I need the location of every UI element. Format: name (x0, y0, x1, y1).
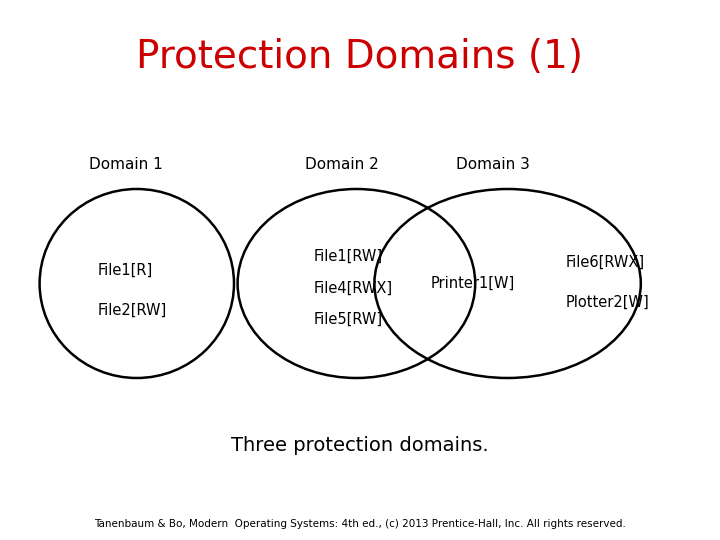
Text: Printer1[W]: Printer1[W] (431, 276, 515, 291)
Text: Three protection domains.: Three protection domains. (231, 436, 489, 455)
Text: File5[RW]: File5[RW] (313, 312, 382, 327)
Text: Domain 1: Domain 1 (89, 157, 163, 172)
Text: File2[RW]: File2[RW] (97, 303, 166, 318)
Text: File6[RWX]: File6[RWX] (565, 254, 644, 269)
Text: Plotter2[W]: Plotter2[W] (565, 295, 649, 310)
Text: Domain 2: Domain 2 (305, 157, 379, 172)
Text: File1[R]: File1[R] (97, 262, 153, 278)
Text: File4[RWX]: File4[RWX] (313, 280, 392, 295)
Text: Tanenbaum & Bo, Modern  Operating Systems: 4th ed., (c) 2013 Prentice-Hall, Inc.: Tanenbaum & Bo, Modern Operating Systems… (94, 519, 626, 529)
Text: Protection Domains (1): Protection Domains (1) (137, 38, 583, 76)
Text: Domain 3: Domain 3 (456, 157, 530, 172)
Text: File1[RW]: File1[RW] (313, 249, 382, 264)
